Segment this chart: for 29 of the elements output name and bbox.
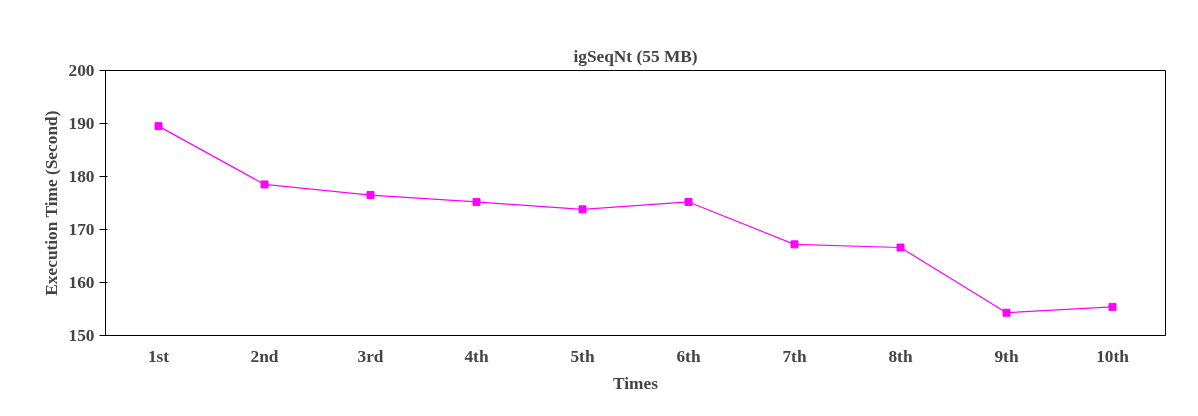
y-tick-label: 190	[68, 114, 95, 133]
y-axis-title: Execution Time (Second)	[41, 110, 61, 296]
x-tick-label: 10th	[1096, 346, 1130, 366]
x-tick-label: 6th	[676, 346, 701, 366]
x-tick-label: 9th	[994, 346, 1019, 366]
x-tick-label: 8th	[888, 346, 913, 366]
point	[472, 197, 481, 206]
point	[578, 205, 587, 214]
x-tick-label: 1st	[147, 346, 170, 366]
point	[154, 122, 163, 131]
x-tick-label: 4th	[464, 346, 489, 366]
x-tick-label: 3rd	[357, 346, 384, 366]
x-axis-title: Times	[613, 373, 659, 393]
x-tick-label: 2nd	[250, 346, 279, 366]
y-tick-label: 180	[68, 167, 95, 186]
point	[366, 191, 375, 200]
point	[896, 243, 905, 252]
point	[684, 197, 693, 206]
point	[1002, 308, 1011, 317]
point	[1108, 302, 1117, 311]
point	[790, 240, 799, 249]
x-tick-label: 5th	[570, 346, 595, 366]
point	[260, 180, 269, 189]
x-tick-label: 7th	[782, 346, 807, 366]
y-tick-label: 150	[68, 326, 95, 345]
y-tick-label: 170	[68, 220, 95, 239]
y-tick-label: 160	[68, 273, 95, 292]
chart-title: igSeqNt (55 MB)	[573, 46, 698, 66]
y-tick-label: 200	[68, 61, 95, 80]
